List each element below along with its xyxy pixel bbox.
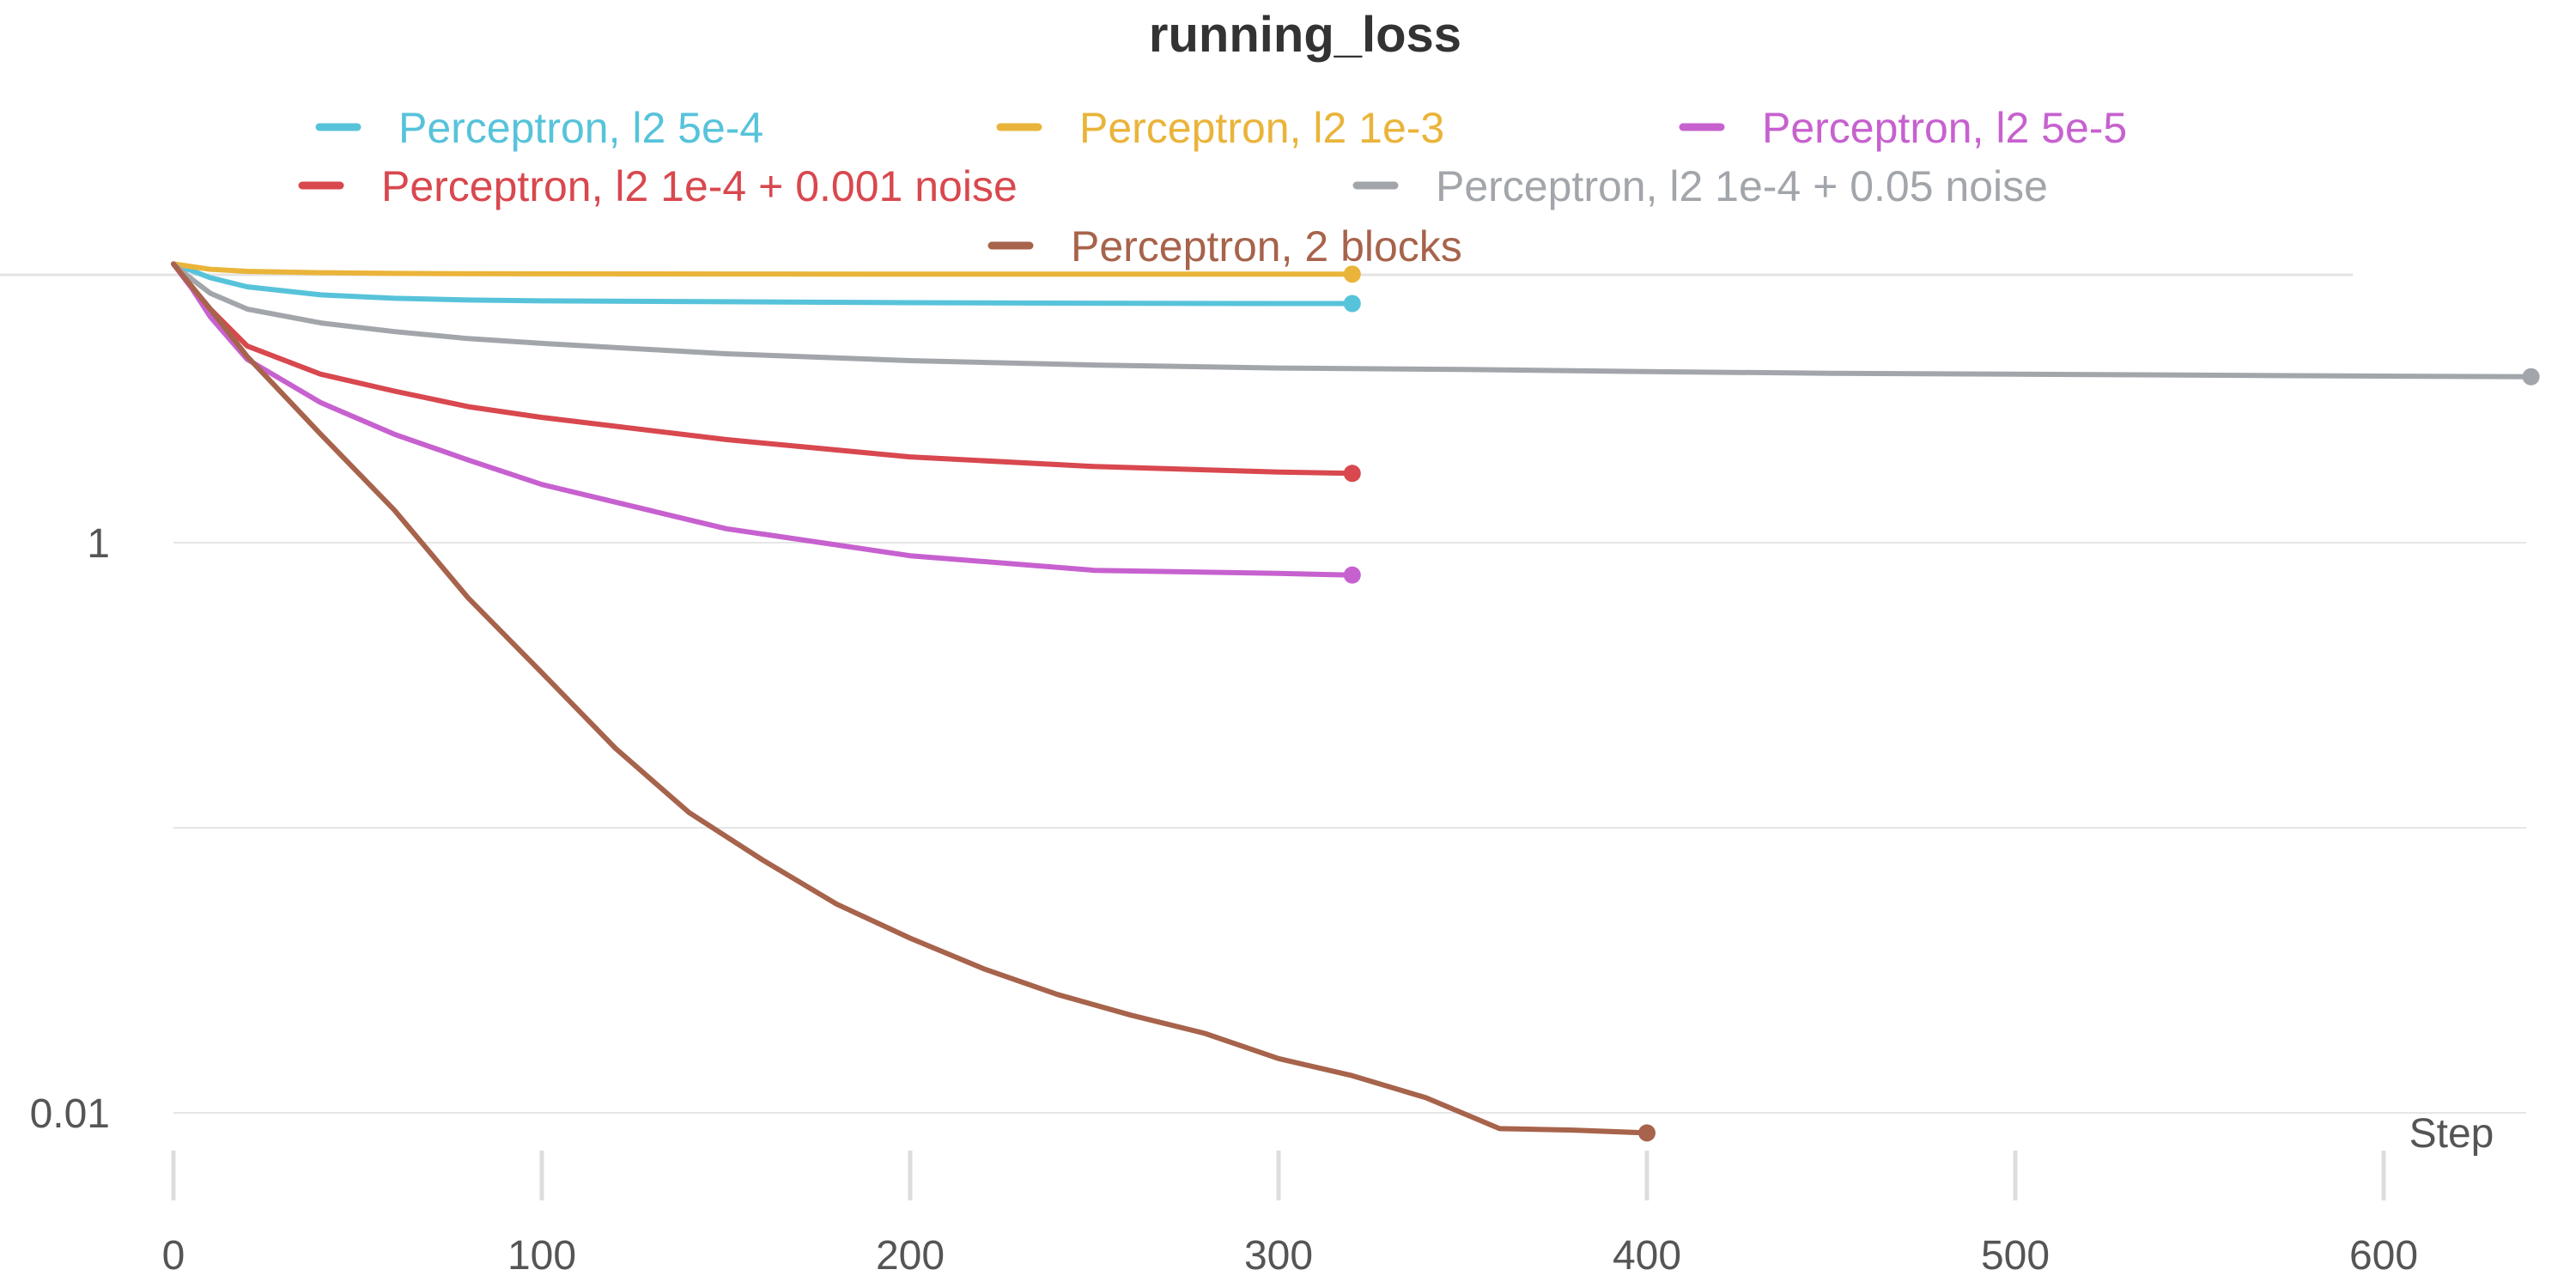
- series-line: [171, 261, 1355, 578]
- x-tick-label: 600: [2349, 1233, 2418, 1279]
- series-end-marker: [1343, 566, 1361, 584]
- series-end-marker: [2522, 368, 2540, 386]
- y-axis: 10.01: [30, 521, 110, 1137]
- chart-title: running_loss: [1149, 7, 1461, 63]
- series-line: [171, 261, 1649, 1136]
- legend-label: Perceptron, l2 1e-4 + 0.001 noise: [381, 162, 1018, 210]
- series-end-marker: [1343, 265, 1361, 283]
- x-tick-label: 300: [1244, 1233, 1313, 1279]
- legend-item[interactable]: Perceptron, l2 5e-5: [1679, 104, 2127, 152]
- series-end-marker: [1343, 295, 1361, 313]
- legend-item[interactable]: Perceptron, l2 1e-4 + 0.001 noise: [298, 162, 1018, 210]
- series-end-marker: [1343, 465, 1361, 483]
- x-tick-label: 500: [1981, 1233, 2050, 1279]
- legend-label: Perceptron, 2 blocks: [1071, 222, 1462, 270]
- legend-item[interactable]: Perceptron, l2 5e-4: [315, 104, 763, 152]
- x-tick-label: 0: [162, 1233, 185, 1279]
- series-line: [171, 261, 1355, 277]
- legend-label: Perceptron, l2 5e-5: [1762, 104, 2127, 152]
- x-tick-label: 200: [876, 1233, 945, 1279]
- series-line: [171, 261, 2534, 380]
- legend-item[interactable]: Perceptron, 2 blocks: [987, 222, 1462, 270]
- legend-item[interactable]: Perceptron, l2 1e-3: [996, 104, 1444, 152]
- plot-area: [171, 261, 2540, 1142]
- x-axis: 0 100 200 300 400 500 600: [162, 1151, 2418, 1279]
- series-line: [171, 261, 1355, 307]
- legend-label: Perceptron, l2 1e-3: [1079, 104, 1444, 152]
- y-tick-label: 0.01: [30, 1091, 110, 1137]
- legend-label: Perceptron, l2 1e-4 + 0.05 noise: [1436, 162, 2048, 210]
- y-tick-label: 1: [87, 521, 110, 567]
- legend-item[interactable]: Perceptron, l2 1e-4 + 0.05 noise: [1352, 162, 2048, 210]
- x-tick-label: 400: [1613, 1233, 1681, 1279]
- x-tick-label: 100: [507, 1233, 576, 1279]
- legend-label: Perceptron, l2 5e-4: [398, 104, 763, 152]
- x-axis-label: Step: [2409, 1111, 2494, 1157]
- legend[interactable]: Perceptron, l2 5e-4 Perceptron, l2 1e-3 Pe…: [298, 104, 2127, 270]
- series-end-marker: [1638, 1124, 1656, 1142]
- grid: [173, 542, 2526, 1114]
